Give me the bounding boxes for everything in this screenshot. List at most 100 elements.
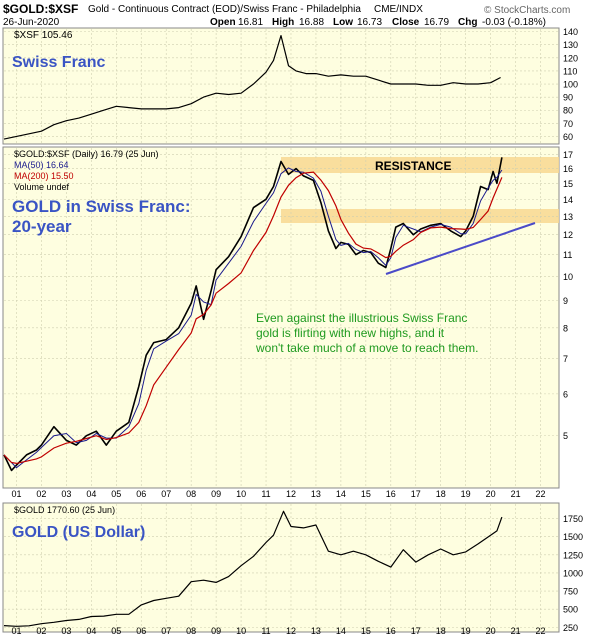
x-tick-label: 05 <box>111 489 121 499</box>
watermark: © StockCharts.com <box>484 5 570 16</box>
y-tick-label: 9 <box>563 296 568 306</box>
y-tick-label: 140 <box>563 27 578 37</box>
x-tick-label: 01 <box>11 626 21 636</box>
middle-panel-title-line1: GOLD in Swiss Franc: <box>12 197 191 216</box>
y-tick-label: 1500 <box>563 532 583 542</box>
middle-legend-ma50: MA(50) 16.64 <box>14 160 69 170</box>
y-tick-label: 7 <box>563 354 568 364</box>
y-tick-label: 1000 <box>563 568 583 578</box>
y-tick-label: 14 <box>563 195 573 205</box>
x-tick-label: 13 <box>311 489 321 499</box>
series-line <box>3 157 503 472</box>
panel-bottom-bg <box>2 502 560 633</box>
y-tick-label: 10 <box>563 272 573 282</box>
x-tick-label: 04 <box>86 489 96 499</box>
x-tick-label: 07 <box>161 626 171 636</box>
x-tick-label: 11 <box>261 626 270 636</box>
x-tick-label: 19 <box>461 626 471 636</box>
y-tick-label: 750 <box>563 587 578 597</box>
x-tick-label: 08 <box>186 489 196 499</box>
top-panel-label: Swiss Franc <box>12 54 105 71</box>
close-label: Close <box>392 17 420 28</box>
y-tick-label: 15 <box>563 179 573 189</box>
middle-legend-volume: Volume undef <box>14 182 70 192</box>
y-tick-label: 90 <box>563 93 573 103</box>
y-tick-label: 5 <box>563 431 568 441</box>
chg-label: Chg <box>458 17 477 28</box>
x-tick-label: 04 <box>86 626 96 636</box>
middle-legend-symbol: $GOLD:$XSF (Daily) 16.79 (25 Jun) <box>14 149 159 159</box>
x-tick-label: 09 <box>211 626 221 636</box>
x-tick-label: 01 <box>11 489 21 499</box>
chart-symbol: $GOLD:$XSF <box>3 2 78 16</box>
y-tick-label: 1750 <box>563 514 583 524</box>
y-tick-label: 80 <box>563 106 573 116</box>
x-tick-label: 05 <box>111 626 121 636</box>
y-tick-label: 6 <box>563 389 568 399</box>
y-tick-label: 70 <box>563 119 573 129</box>
x-tick-label: 15 <box>361 489 371 499</box>
y-tick-label: 500 <box>563 605 578 615</box>
y-tick-label: 100 <box>563 80 578 90</box>
top-panel-legend: $XSF 105.46 <box>14 30 73 41</box>
series-line <box>3 510 503 627</box>
ma200-line <box>3 171 503 465</box>
y-tick-label: 12 <box>563 230 573 240</box>
x-tick-label: 18 <box>436 626 446 636</box>
x-tick-label: 21 <box>511 626 521 636</box>
annotation-line-1: Even against the illustrious Swiss Franc <box>256 311 467 325</box>
open-value: 16.81 <box>238 17 263 28</box>
x-tick-label: 03 <box>61 489 71 499</box>
x-tick-label: 07 <box>161 489 171 499</box>
chart-description: Gold - Continuous Contract (EOD)/Swiss F… <box>88 4 361 15</box>
x-tick-label: 16 <box>386 626 396 636</box>
x-tick-label: 20 <box>486 489 496 499</box>
low-label: Low <box>333 17 353 28</box>
chart-exchange: CME/INDX <box>374 4 423 15</box>
chg-value: -0.03 (-0.18%) <box>482 17 546 28</box>
series-line <box>3 34 501 140</box>
x-tick-label: 17 <box>411 626 421 636</box>
bottom-panel-label: GOLD (US Dollar) <box>12 524 145 541</box>
y-tick-label: 1250 <box>563 550 583 560</box>
x-tick-label: 02 <box>36 489 46 499</box>
x-tick-label: 21 <box>511 489 521 499</box>
x-tick-label: 14 <box>336 489 346 499</box>
x-tick-label: 19 <box>461 489 471 499</box>
uptrend-line <box>385 222 536 275</box>
open-label: Open <box>210 17 236 28</box>
x-tick-label: 20 <box>486 626 496 636</box>
high-label: High <box>272 17 294 28</box>
y-tick-label: 17 <box>563 150 573 160</box>
panel-top-bg <box>2 27 560 145</box>
resistance-band-upper <box>281 157 559 173</box>
x-tick-label: 11 <box>261 489 270 499</box>
x-tick-label: 06 <box>136 489 146 499</box>
x-tick-label: 22 <box>536 489 546 499</box>
close-value: 16.79 <box>424 17 449 28</box>
x-tick-label: 08 <box>186 626 196 636</box>
middle-legend-ma200: MA(200) 15.50 <box>14 171 74 181</box>
middle-panel-title-line2: 20-year <box>12 217 72 236</box>
y-tick-label: 250 <box>563 623 578 633</box>
x-tick-label: 18 <box>436 489 446 499</box>
high-value: 16.88 <box>299 17 324 28</box>
x-tick-label: 10 <box>236 489 246 499</box>
x-tick-label: 14 <box>336 626 346 636</box>
x-tick-label: 13 <box>311 626 321 636</box>
bottom-panel-legend: $GOLD 1770.60 (25 Jun) <box>14 505 115 515</box>
x-tick-label: 16 <box>386 489 396 499</box>
x-tick-label: 02 <box>36 626 46 636</box>
chart-date: 26-Jun-2020 <box>3 17 60 28</box>
annotation-line-2: gold is flirting with new highs, and it <box>256 326 445 340</box>
x-tick-label: 17 <box>411 489 421 499</box>
x-tick-label: 22 <box>536 626 546 636</box>
annotation-line-3: won't take much of a move to reach them. <box>255 341 478 355</box>
y-tick-label: 130 <box>563 40 578 50</box>
low-value: 16.73 <box>357 17 382 28</box>
y-tick-label: 11 <box>563 250 572 260</box>
x-tick-label: 10 <box>236 626 246 636</box>
x-tick-label: 12 <box>286 626 296 636</box>
ma50-line <box>3 167 503 469</box>
